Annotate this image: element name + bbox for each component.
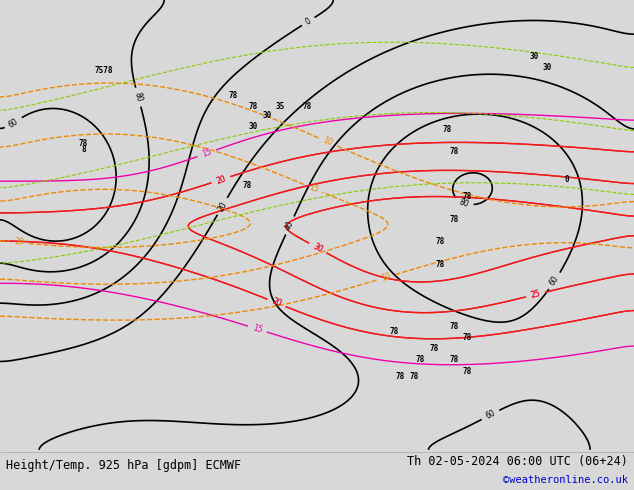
Text: 30: 30 (311, 242, 324, 254)
Text: 78: 78 (242, 181, 252, 190)
Text: ©weatheronline.co.uk: ©weatheronline.co.uk (503, 475, 628, 485)
Text: 78: 78 (229, 91, 238, 100)
Text: 10: 10 (380, 271, 392, 283)
Text: 78: 78 (463, 367, 472, 376)
Text: 30: 30 (249, 122, 258, 131)
Text: 0: 0 (565, 175, 569, 184)
Text: 78: 78 (409, 372, 418, 381)
Text: 78: 78 (443, 125, 452, 134)
Text: 80: 80 (458, 197, 470, 209)
Text: 15: 15 (252, 323, 263, 335)
Text: 20: 20 (270, 297, 283, 309)
Text: 78: 78 (249, 102, 258, 111)
Text: 20: 20 (215, 174, 227, 186)
Text: 60: 60 (7, 117, 20, 129)
Text: 78: 78 (302, 102, 312, 111)
Text: 20: 20 (270, 297, 283, 309)
Text: 20: 20 (215, 174, 227, 186)
Text: 30: 30 (311, 242, 324, 254)
Text: 78: 78 (389, 327, 398, 336)
Text: 60: 60 (548, 274, 561, 288)
Text: 78: 78 (416, 355, 425, 365)
Text: 78: 78 (449, 215, 458, 224)
Text: 78: 78 (449, 321, 458, 331)
Text: 10: 10 (321, 136, 333, 148)
Text: 20: 20 (14, 238, 24, 247)
Text: 78: 78 (429, 344, 439, 353)
Text: 78: 78 (449, 147, 458, 156)
Text: 78: 78 (396, 372, 405, 381)
Text: 7578: 7578 (94, 66, 113, 75)
Text: 60: 60 (484, 409, 497, 421)
Text: 25: 25 (530, 289, 541, 300)
Text: 20: 20 (216, 200, 229, 213)
Text: 8: 8 (81, 145, 86, 153)
Text: 78: 78 (449, 355, 458, 365)
Text: 78: 78 (463, 333, 472, 342)
Text: 30: 30 (543, 63, 552, 72)
Text: 25: 25 (530, 289, 541, 300)
Text: 30: 30 (262, 111, 271, 120)
Text: 0: 0 (304, 16, 313, 26)
Text: 80: 80 (133, 91, 144, 103)
Text: 15: 15 (307, 182, 320, 194)
Text: 78: 78 (463, 192, 472, 201)
Text: 40: 40 (284, 219, 296, 232)
Text: 15: 15 (200, 147, 212, 159)
Text: 78: 78 (436, 260, 445, 269)
Text: 35: 35 (276, 102, 285, 111)
Text: 78: 78 (436, 237, 445, 246)
Text: 30: 30 (529, 52, 538, 61)
Text: Th 02-05-2024 06:00 UTC (06+24): Th 02-05-2024 06:00 UTC (06+24) (407, 455, 628, 467)
Text: Height/Temp. 925 hPa [gdpm] ECMWF: Height/Temp. 925 hPa [gdpm] ECMWF (6, 460, 242, 472)
Text: 78: 78 (79, 139, 88, 148)
